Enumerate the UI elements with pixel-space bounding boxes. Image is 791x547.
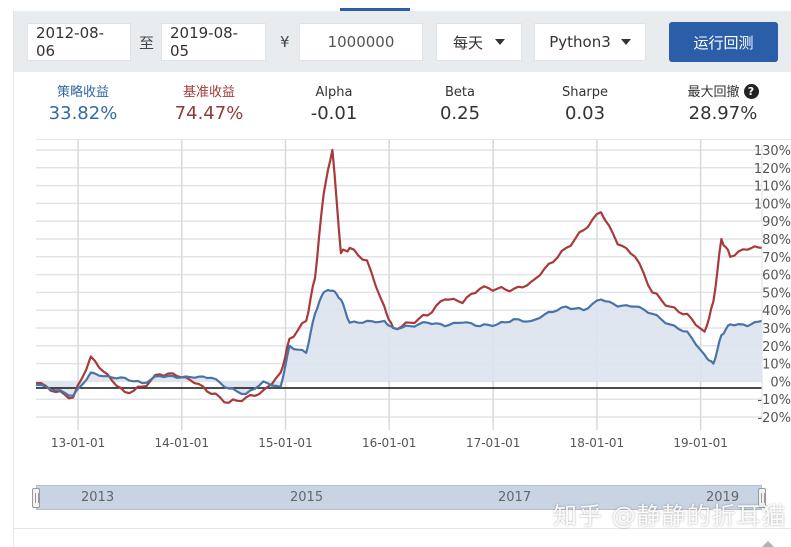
strategy-line[interactable]	[35, 288, 763, 397]
run-backtest-button[interactable]: 运行回测	[669, 22, 778, 62]
svg-text:100%: 100%	[754, 197, 791, 212]
stats-panel: 策略收益 33.82% 基准收益 74.47% Alpha -0.01 Beta…	[14, 84, 791, 134]
stat-label: 最大回撤?	[663, 84, 783, 102]
backtest-toolbar: 2012-08-06 至 2019-08-05 ¥ 1000000 每天 Pyt…	[14, 11, 791, 72]
frequency-select[interactable]: 每天	[436, 23, 522, 61]
stat-label: Sharpe	[561, 85, 609, 100]
svg-text:17-01-01: 17-01-01	[466, 436, 520, 450]
watermark: 知乎 @静静的折耳猫	[553, 502, 787, 530]
max-drawdown-label: 最大回撤	[687, 85, 740, 100]
x-axis-labels: 13-01-01 14-01-01 15-01-01 16-01-01 17-01-01…	[51, 436, 728, 450]
stat-value: 33.82%	[48, 103, 118, 124]
stat-beta: Beta 0.25	[400, 84, 520, 126]
frequency-value: 每天	[452, 33, 483, 52]
stat-alpha: Alpha -0.01	[274, 84, 394, 126]
chevron-down-icon	[495, 39, 505, 45]
svg-text:130%: 130%	[754, 144, 791, 159]
svg-text:50%: 50%	[762, 286, 791, 301]
navigator-label: 2015	[290, 490, 324, 505]
stat-value: -0.01	[310, 103, 358, 124]
chart-x-gridlines	[77, 140, 702, 430]
end-date-input[interactable]: 2019-08-05	[161, 23, 266, 61]
svg-text:0%: 0%	[770, 375, 791, 390]
svg-text:20%: 20%	[762, 340, 791, 355]
capital-input[interactable]: 1000000	[299, 23, 423, 61]
start-date-input[interactable]: 2012-08-06	[27, 23, 131, 61]
svg-text:120%: 120%	[754, 162, 791, 177]
svg-text:70%: 70%	[762, 251, 791, 266]
stat-sharpe: Sharpe 0.03	[525, 84, 645, 126]
navigator-right-handle[interactable]	[758, 488, 766, 508]
svg-text:-10%: -10%	[757, 393, 791, 408]
svg-text:13-01-01: 13-01-01	[51, 436, 105, 450]
stats-divider	[36, 139, 791, 140]
svg-text:40%: 40%	[762, 304, 791, 319]
svg-text:15-01-01: 15-01-01	[258, 436, 312, 450]
chevron-down-icon	[620, 39, 631, 45]
benchmark-line[interactable]	[35, 148, 763, 404]
svg-text:14-01-01: 14-01-01	[155, 436, 209, 450]
svg-text:16-01-01: 16-01-01	[362, 436, 416, 450]
svg-text:60%: 60%	[762, 269, 791, 284]
stat-label: Alpha	[315, 85, 353, 100]
active-tab-indicator	[340, 8, 410, 12]
strategy-area-fill	[36, 290, 762, 396]
language-value: Python3	[549, 33, 611, 51]
stat-label: Beta	[445, 85, 475, 100]
stat-value: 0.03	[564, 103, 606, 124]
navigator-label: 2013	[81, 490, 115, 505]
navigator-left-handle[interactable]	[32, 488, 40, 508]
stat-value: 0.25	[439, 103, 481, 124]
svg-text:-20%: -20%	[757, 411, 791, 426]
navigator-label: 2019	[706, 490, 740, 505]
svg-text:19-01-01: 19-01-01	[673, 436, 727, 450]
range-navigator[interactable]: 2013 2015 2017 2019	[36, 485, 762, 510]
stat-value: 74.47%	[174, 103, 244, 124]
stat-benchmark-return: 基准收益 74.47%	[149, 84, 269, 126]
y-axis-labels: 130% 120% 110% 100% 90% 80% 70% 60% 50% 40% 30% 20%…	[754, 144, 791, 426]
navigator-label: 2017	[498, 490, 532, 505]
stat-strategy-return: 策略收益 33.82%	[23, 84, 143, 126]
scroll-up-icon[interactable]	[762, 541, 774, 547]
bottom-divider	[14, 528, 791, 529]
svg-text:110%: 110%	[754, 180, 791, 195]
svg-text:30%: 30%	[762, 322, 791, 337]
stat-label: 策略收益	[56, 85, 109, 100]
svg-text:10%: 10%	[762, 358, 791, 373]
svg-text:90%: 90%	[762, 215, 791, 230]
left-border	[13, 10, 14, 547]
stat-label: 基准收益	[182, 85, 235, 100]
help-icon[interactable]: ?	[743, 84, 759, 99]
language-select[interactable]: Python3	[534, 23, 646, 61]
svg-text:80%: 80%	[762, 233, 791, 248]
currency-symbol: ¥	[280, 33, 290, 51]
stat-max-drawdown: 最大回撤? 28.97%	[663, 84, 783, 126]
svg-text:18-01-01: 18-01-01	[570, 436, 624, 450]
stat-value: 28.97%	[688, 103, 758, 124]
date-range-separator: 至	[139, 33, 155, 52]
